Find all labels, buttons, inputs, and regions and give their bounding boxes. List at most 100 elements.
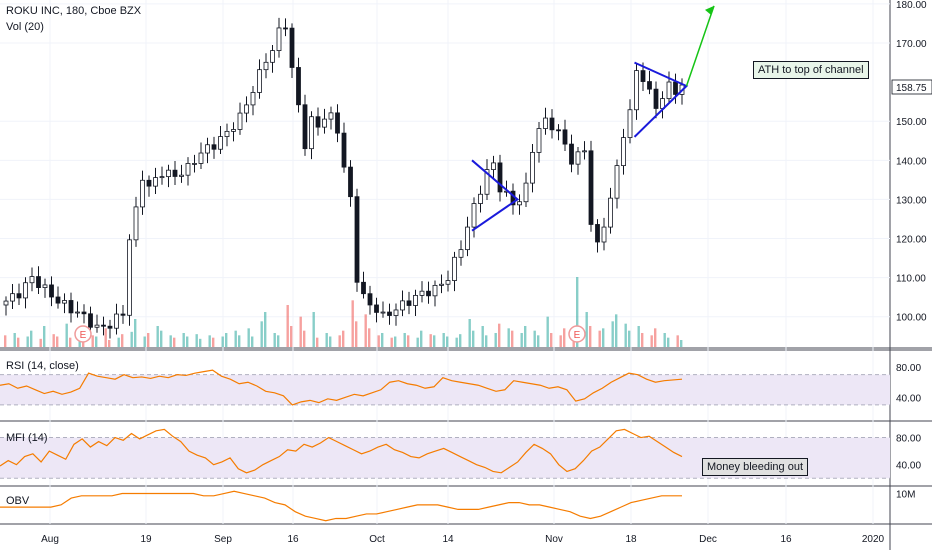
price-tick-label: 100.00 [896,313,927,324]
volume-bar [52,334,55,347]
volume-bar [511,330,514,347]
candle [296,67,301,106]
obv-line [0,490,682,522]
volume-bar [611,321,614,347]
x-tick-label: 16 [287,534,299,545]
candle [491,162,496,170]
candle [341,132,347,168]
volume-bar [654,328,657,347]
candle [556,129,561,132]
volume-label: Vol (20) [6,21,44,33]
obv-tick-label: 10M [896,490,915,501]
volume-bar [524,326,527,347]
volume-bar [680,340,683,347]
volume-bar [663,333,666,347]
volume-bar [4,335,7,347]
volume-bar [585,312,588,347]
rsi-tick-label: 40.00 [896,393,921,404]
pennant-pattern-1 [471,159,520,232]
x-tick-label: Dec [699,534,717,545]
volume-bar [338,335,341,347]
volume-bar [117,337,120,347]
candle [23,282,28,299]
volume-bar [407,335,410,347]
volume-bar [104,328,107,347]
candle [673,81,678,95]
candle [367,293,373,306]
candle [543,117,548,129]
candle [231,129,236,132]
candle [614,165,620,199]
volume-bar [169,335,172,347]
volume-bar [650,335,653,347]
candle [276,27,282,51]
volume-bar [615,314,618,347]
candle [244,104,249,114]
candle [569,143,574,165]
candle [133,206,139,241]
candle [595,224,600,243]
price-tick-label: 150.00 [896,117,927,128]
volume-bar [208,335,211,347]
candle [62,300,67,304]
x-tick-label: Sep [214,534,232,545]
volume-bar [312,312,315,347]
candle [185,163,191,176]
candle [237,112,243,130]
candle [29,276,35,284]
chart-title: ROKU INC, 180, Cboe BZX [6,5,142,17]
volume-bar [351,300,354,347]
volume-bar [368,328,371,347]
volume-bar [173,337,176,347]
volume-bar [498,323,501,347]
volume-bar [182,333,185,347]
candle [192,163,197,165]
target-arrow [685,5,715,87]
volume-bar [147,333,150,347]
candle [211,144,217,150]
volume-bar [676,335,679,347]
volume-bar [624,323,627,347]
candle [439,283,444,286]
candle [94,324,100,328]
candle [36,276,41,288]
candle [250,92,256,106]
candle [621,137,626,167]
candle [400,300,405,311]
candle [309,116,314,150]
volume-bar [485,335,488,347]
candle [582,150,587,153]
candle [335,112,340,134]
volume-bar [273,333,276,347]
volume-bar [82,338,85,347]
candle [393,309,399,316]
volume-bar [576,277,579,347]
volume-bar [355,321,358,347]
volume-bar [247,328,250,347]
candle [608,197,613,228]
volume-bar [381,333,384,347]
candle [302,104,308,150]
earnings-marker-label: E [80,330,87,341]
volume-bar [108,340,111,347]
volume-bar [394,336,397,347]
volume-bar [251,336,254,347]
money-note: Money bleeding out [702,458,809,476]
volume-bar [56,336,59,347]
candle [666,81,672,99]
volume-bar [212,337,215,347]
volume-bar [186,336,189,347]
volume-bar [13,333,16,347]
volume-bar [563,328,566,347]
volume-bar [329,336,332,347]
volume-bar [30,330,33,347]
volume-bar [303,330,306,347]
mfi-tick-label: 80.00 [896,434,921,445]
candle [445,280,451,285]
volume-bar [91,335,94,347]
candle [140,179,145,208]
volume-bar [316,337,319,347]
candle [484,169,490,195]
volume-bar [641,333,644,347]
candle [627,109,633,138]
